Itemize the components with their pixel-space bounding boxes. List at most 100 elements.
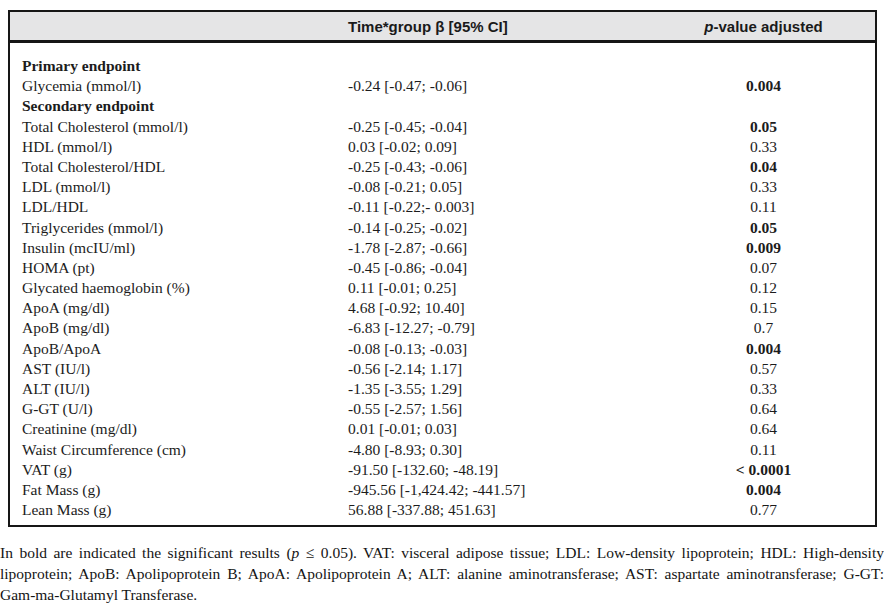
row-label: Glycemia (mmol/l): [10, 76, 344, 96]
beta-cell: [344, 96, 652, 116]
beta-cell: -0.11 [-0.22;- 0.003]: [344, 197, 652, 217]
table-row: ApoB/ApoA -0.08 [-0.13; -0.03] 0.004: [10, 339, 875, 359]
table-row: ApoB (mg/dl) -6.83 [-12.27; -0.79] 0.7: [10, 318, 875, 338]
table-row: HDL (mmol/l) 0.03 [-0.02; 0.09] 0.33: [10, 137, 875, 157]
table-row: Total Cholesterol (mmol/l) -0.25 [-0.45;…: [10, 117, 875, 137]
row-label: ApoA (mg/dl): [10, 298, 344, 318]
table-row: Primary endpoint: [10, 56, 875, 76]
row-label: Triglycerides (mmol/l): [10, 218, 344, 238]
p-cell: 0.64: [652, 399, 875, 419]
table-footnote: In bold are indicated the significant re…: [0, 542, 884, 605]
table-row: Lean Mass (g) 56.88 [-337.88; 451.63] 0.…: [10, 500, 875, 520]
table-row: Fat Mass (g) -945.56 [-1,424.42; -441.57…: [10, 480, 875, 500]
table-header-row: Time*group β [95% CI] p-value adjusted: [10, 12, 875, 43]
p-cell: 0.004: [652, 480, 875, 500]
table-row: Insulin (mcIU/ml) -1.78 [-2.87; -0.66] 0…: [10, 238, 875, 258]
p-cell: 0.57: [652, 359, 875, 379]
row-label: LDL/HDL: [10, 197, 344, 217]
beta-cell: -1.78 [-2.87; -0.66]: [344, 238, 652, 258]
row-label: LDL (mmol/l): [10, 177, 344, 197]
p-cell: 0.64: [652, 419, 875, 439]
table-row: Glycated haemoglobin (%) 0.11 [-0.01; 0.…: [10, 278, 875, 298]
header-pvalue-rest: -value adjusted: [713, 18, 822, 35]
p-cell: 0.33: [652, 137, 875, 157]
beta-cell: -0.08 [-0.13; -0.03]: [344, 339, 652, 359]
row-label: Waist Circumference (cm): [10, 440, 344, 460]
table-row: Waist Circumference (cm) -4.80 [-8.93; 0…: [10, 440, 875, 460]
row-label: Creatinine (mg/dl): [10, 419, 344, 439]
row-label: Fat Mass (g): [10, 480, 344, 500]
beta-cell: 0.01 [-0.01; 0.03]: [344, 419, 652, 439]
table-row: AST (IU/l) -0.56 [-2.14; 1.17] 0.57: [10, 359, 875, 379]
row-label: G-GT (U/l): [10, 399, 344, 419]
row-label: ApoB (mg/dl): [10, 318, 344, 338]
row-label: Total Cholesterol (mmol/l): [10, 117, 344, 137]
row-label: Glycated haemoglobin (%): [10, 278, 344, 298]
row-label: ApoB/ApoA: [10, 339, 344, 359]
table-row: Creatinine (mg/dl) 0.01 [-0.01; 0.03] 0.…: [10, 419, 875, 439]
p-cell: [652, 56, 875, 76]
row-label: HOMA (pt): [10, 258, 344, 278]
row-label: HDL (mmol/l): [10, 137, 344, 157]
table-row: LDL (mmol/l) -0.08 [-0.21; 0.05] 0.33: [10, 177, 875, 197]
p-cell: [652, 96, 875, 116]
p-cell: 0.11: [652, 197, 875, 217]
table-row: VAT (g) -91.50 [-132.60; -48.19] < 0.000…: [10, 460, 875, 480]
beta-cell: -0.55 [-2.57; 1.56]: [344, 399, 652, 419]
beta-cell: 0.03 [-0.02; 0.09]: [344, 137, 652, 157]
beta-cell: -1.35 [-3.55; 1.29]: [344, 379, 652, 399]
row-label: AST (IU/l): [10, 359, 344, 379]
beta-cell: -945.56 [-1,424.42; -441.57]: [344, 480, 652, 500]
beta-cell: -0.24 [-0.47; -0.06]: [344, 76, 652, 96]
table-row: ALT (IU/l) -1.35 [-3.55; 1.29] 0.33: [10, 379, 875, 399]
p-cell: 0.12: [652, 278, 875, 298]
table-row: Glycemia (mmol/l) -0.24 [-0.47; -0.06] 0…: [10, 76, 875, 96]
p-cell: 0.33: [652, 177, 875, 197]
beta-cell: -0.45 [-0.86; -0.04]: [344, 258, 652, 278]
table-body: Primary endpoint Glycemia (mmol/l) -0.24…: [10, 43, 875, 520]
header-pvalue-column: p-value adjusted: [652, 18, 875, 35]
p-cell: 0.004: [652, 339, 875, 359]
p-cell: 0.009: [652, 238, 875, 258]
p-cell: 0.33: [652, 379, 875, 399]
table-row: HOMA (pt) -0.45 [-0.86; -0.04] 0.07: [10, 258, 875, 278]
table-row: Secondary endpoint: [10, 96, 875, 116]
beta-cell: -0.14 [-0.25; -0.02]: [344, 218, 652, 238]
header-beta-column: Time*group β [95% CI]: [344, 18, 652, 35]
p-cell: 0.7: [652, 318, 875, 338]
p-cell: 0.15: [652, 298, 875, 318]
p-cell: < 0.0001: [652, 460, 875, 480]
beta-cell: 4.68 [-0.92; 10.40]: [344, 298, 652, 318]
p-cell: 0.05: [652, 218, 875, 238]
table-row: LDL/HDL -0.11 [-0.22;- 0.003] 0.11: [10, 197, 875, 217]
row-label: Insulin (mcIU/ml): [10, 238, 344, 258]
beta-cell: -0.56 [-2.14; 1.17]: [344, 359, 652, 379]
row-label: Lean Mass (g): [10, 500, 344, 520]
row-label: Secondary endpoint: [10, 96, 344, 116]
row-label: VAT (g): [10, 460, 344, 480]
footnote-part1: In bold are indicated the significant re…: [0, 544, 292, 561]
beta-cell: -0.25 [-0.43; -0.06]: [344, 157, 652, 177]
table-row: Triglycerides (mmol/l) -0.14 [-0.25; -0.…: [10, 218, 875, 238]
table-row: G-GT (U/l) -0.55 [-2.57; 1.56] 0.64: [10, 399, 875, 419]
beta-cell: -4.80 [-8.93; 0.30]: [344, 440, 652, 460]
table-row: ApoA (mg/dl) 4.68 [-0.92; 10.40] 0.15: [10, 298, 875, 318]
beta-cell: 0.11 [-0.01; 0.25]: [344, 278, 652, 298]
beta-cell: -0.08 [-0.21; 0.05]: [344, 177, 652, 197]
p-cell: 0.04: [652, 157, 875, 177]
beta-cell: -6.83 [-12.27; -0.79]: [344, 318, 652, 338]
row-label: Total Cholesterol/HDL: [10, 157, 344, 177]
p-cell: 0.07: [652, 258, 875, 278]
p-cell: 0.004: [652, 76, 875, 96]
beta-cell: [344, 56, 652, 76]
row-label: Primary endpoint: [10, 56, 344, 76]
table-row: Total Cholesterol/HDL -0.25 [-0.43; -0.0…: [10, 157, 875, 177]
p-cell: 0.77: [652, 500, 875, 520]
beta-cell: -0.25 [-0.45; -0.04]: [344, 117, 652, 137]
p-cell: 0.11: [652, 440, 875, 460]
row-label: ALT (IU/l): [10, 379, 344, 399]
beta-cell: 56.88 [-337.88; 451.63]: [344, 500, 652, 520]
beta-cell: -91.50 [-132.60; -48.19]: [344, 460, 652, 480]
results-table: Time*group β [95% CI] p-value adjusted P…: [8, 10, 877, 527]
p-cell: 0.05: [652, 117, 875, 137]
